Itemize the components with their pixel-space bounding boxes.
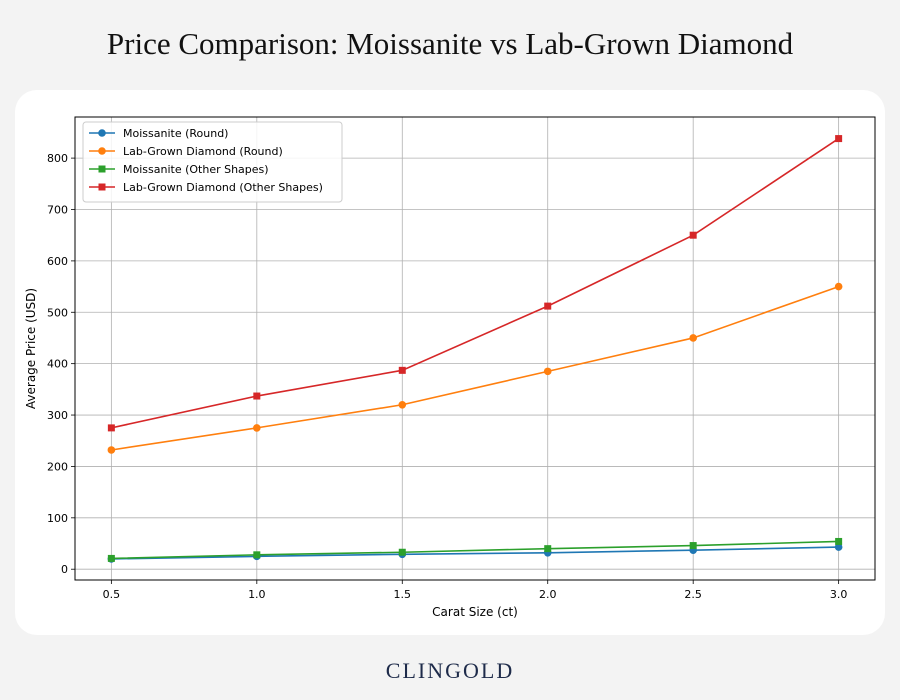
axis-ticks: 0.5 1.0 1.5 2.0 2.5 3.0 0 100 200 300 400 500 600 700… — [47, 152, 847, 601]
data-point — [253, 551, 261, 559]
data-point — [253, 424, 261, 432]
legend-entry: Moissanite (Other Shapes) — [89, 163, 269, 176]
x-tick-label: 3.0 — [830, 588, 848, 601]
legend-marker — [98, 183, 106, 191]
page-title: Price Comparison: Moissanite vs Lab-Grow… — [106, 26, 794, 61]
data-point — [107, 446, 116, 454]
legend-label: Lab-Grown Diamond (Other Shapes) — [123, 181, 323, 194]
brand-logo: CLINGOLD — [385, 658, 515, 683]
y-tick-label: 100 — [47, 512, 68, 525]
legend-entry: Lab-Grown Diamond (Round) — [89, 145, 283, 158]
x-axis-label: Carat Size (ct) — [432, 605, 518, 619]
x-tick-label: 1.5 — [394, 588, 412, 601]
data-point — [398, 400, 407, 409]
y-tick-label: 200 — [47, 460, 68, 473]
series-4 — [107, 135, 843, 432]
plot-frame — [74, 116, 876, 581]
data-point — [253, 392, 261, 400]
data-point — [835, 537, 843, 545]
data-point — [689, 231, 697, 239]
data-point — [834, 282, 843, 291]
y-tick-label: 500 — [47, 306, 68, 319]
series-2 — [107, 282, 843, 454]
series-1 — [107, 543, 843, 563]
y-tick-label: 600 — [47, 255, 68, 268]
line-chart: 0.5 1.0 1.5 2.0 2.5 3.0 0 100 200 300 400 500 600 700… — [24, 116, 876, 619]
data-point — [544, 545, 552, 553]
data-point — [834, 543, 843, 551]
data-point — [689, 542, 697, 550]
y-axis-label: Average Price (USD) — [24, 288, 38, 409]
x-tick-label: 0.5 — [103, 588, 121, 601]
x-tick-label: 2.5 — [684, 588, 702, 601]
data-point — [544, 302, 552, 310]
legend: Moissanite (Round) Lab-Grown Diamond (Rou… — [82, 121, 343, 203]
series-lines — [107, 135, 843, 563]
series-line — [111, 137, 840, 429]
y-tick-label: 0 — [61, 563, 68, 576]
data-point — [398, 548, 406, 556]
y-tick-label: 800 — [47, 152, 68, 165]
series-line — [111, 285, 839, 451]
series-line — [111, 540, 839, 560]
data-point — [398, 366, 406, 374]
series-line — [111, 546, 839, 560]
legend-entry: Moissanite (Round) — [89, 127, 228, 140]
legend-marker — [98, 165, 106, 173]
data-point — [835, 135, 843, 143]
series-3 — [107, 537, 843, 562]
x-tick-label: 2.0 — [539, 588, 557, 601]
legend-marker — [98, 147, 106, 155]
y-tick-label: 700 — [47, 203, 68, 216]
legend-label: Moissanite (Round) — [123, 127, 228, 140]
legend-box — [82, 121, 343, 203]
legend-marker — [98, 129, 106, 137]
legend-label: Lab-Grown Diamond (Round) — [123, 145, 283, 158]
legend-entry: Lab-Grown Diamond (Other Shapes) — [89, 181, 323, 194]
legend-label: Moissanite (Other Shapes) — [123, 163, 269, 176]
grid — [75, 117, 875, 580]
x-tick-label: 1.0 — [248, 588, 266, 601]
data-point — [107, 424, 115, 432]
chart-card: 0.5 1.0 1.5 2.0 2.5 3.0 0 100 200 300 400 500 600 700… — [15, 90, 885, 635]
data-point — [689, 334, 697, 342]
y-tick-label: 300 — [47, 409, 68, 422]
data-point — [543, 367, 552, 376]
data-point — [107, 554, 115, 562]
y-tick-label: 400 — [47, 358, 68, 371]
